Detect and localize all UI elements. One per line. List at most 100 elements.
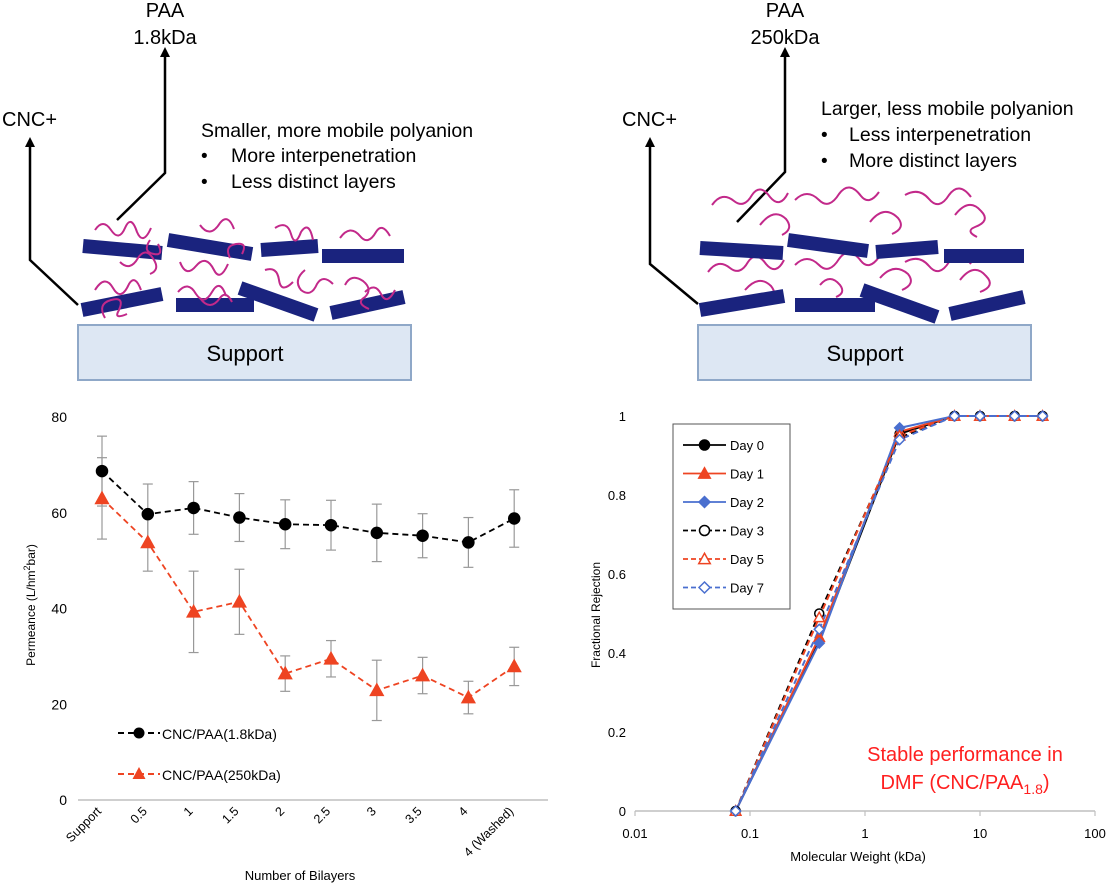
schematic-left-heading: Smaller, more mobile polyanion [201, 120, 473, 142]
schematic-left-paa-label: PAA [146, 0, 185, 22]
permeance-point-s2-9 [506, 658, 522, 673]
permeance-x-tick-3: 1.5 [219, 804, 241, 826]
rejection-legend-box [672, 423, 791, 610]
schematic-right-paa-label: PAA [766, 0, 805, 22]
rejection-x-tick-0: 0.01 [622, 826, 647, 841]
permeance-y-tick-1: 20 [51, 696, 67, 712]
rejection-x-tick-1: 0.1 [741, 826, 759, 841]
permeance-point-s1-4 [278, 517, 292, 531]
rejection-x-tick-2: 1 [861, 826, 868, 841]
permeance-point-s1-5 [324, 518, 338, 532]
rejection-x-tick-3: 10 [973, 826, 987, 841]
permeance-x-tick-8: 4 [456, 804, 471, 819]
schematic-left: PAA 1.8kDa CNC+ Smaller, more mobile pol… [2, 0, 473, 381]
permeance-point-s1-2 [187, 501, 200, 515]
permeance-point-s2-5 [323, 650, 339, 665]
paa-chains-right [707, 186, 991, 303]
legend-label-series-2: CNC/PAA(250kDa) [162, 767, 281, 783]
permeance-point-s1-9 [507, 512, 521, 525]
permeance-error-bars [97, 435, 520, 722]
cnc-arrow-line-right [645, 137, 699, 305]
permeance-x-tick-1: 0.5 [128, 804, 150, 826]
permeance-point-s1-3 [233, 511, 246, 524]
rejection-point-s6-4 [973, 409, 987, 423]
permeance-point-s2-3 [231, 593, 247, 608]
rejection-legend-marker-2 [697, 466, 712, 479]
rejection-y-tick-1: 0.2 [608, 725, 626, 740]
permeance-y-label: Permeance (L/hm2bar) [22, 544, 38, 666]
permeance-x-tick-7: 3.5 [403, 804, 425, 826]
rejection-point-s3-1 [813, 637, 826, 650]
rejection-x-ticks: 0.01 0.1 1 10 100 [622, 811, 1106, 841]
permeance-point-s1-1 [141, 507, 155, 521]
schematic-right-support [697, 324, 1032, 381]
paa-chains [94, 218, 396, 319]
schematic-left-mw-label: 1.8kDa [133, 27, 197, 49]
rejection-point-s5-1 [812, 610, 826, 623]
rejection-legend-marker-5 [697, 551, 712, 565]
schematic-left-bullet-1: More interpenetration [231, 145, 416, 167]
cnc-rods [80, 233, 406, 322]
permeance-point-s2-6 [369, 682, 385, 697]
permeance-y-tick-2: 40 [51, 601, 67, 617]
permeance-point-s1-6 [370, 526, 384, 540]
schematic-right-mw-label: 250kDa [751, 27, 821, 49]
rejection-legend-marker-3 [697, 495, 712, 509]
permeance-point-s2-1 [140, 534, 156, 549]
permeance-point-s2-4 [277, 665, 293, 680]
permeance-point-s2-2 [186, 603, 202, 618]
legend-label-series-1: CNC/PAA(1.8kDa) [162, 726, 277, 742]
rejection-legend-label-6: Day 7 [730, 581, 764, 596]
schematic-right-bullet-marker-2: • [821, 151, 828, 172]
rejection-point-s6-5 [1008, 409, 1021, 423]
rejection-point-s6-1 [813, 623, 826, 636]
permeance-x-tick-4: 2 [273, 804, 288, 819]
permeance-x-tick-9: 4 (Washed) [461, 804, 516, 859]
schematic-right-cnc-label: CNC+ [622, 109, 677, 131]
permeance-y-tick-0: 0 [59, 792, 67, 808]
rejection-legend-marker-6 [697, 580, 712, 595]
cnc-arrow-line [25, 137, 79, 306]
rejection-point-s6-6 [1036, 409, 1049, 423]
paa-arrow-line [116, 47, 170, 221]
schematic-left-bullet-marker-1: • [201, 146, 208, 167]
rejection-legend-marker-4 [698, 524, 711, 537]
permeance-y-tick-4: 80 [51, 409, 67, 425]
schematic-left-bullet-marker-2: • [201, 172, 208, 193]
permeance-point-s1-8 [462, 536, 475, 549]
permeance-chart: 0 20 40 60 80 Support 0.5 1 1.5 2 2.5 3 3.5 44 (Wash… [22, 409, 548, 883]
schematic-right: PAA 250kDa CNC+ Larger, less mobile poly… [622, 0, 1074, 381]
permeance-point-s2-7 [415, 667, 431, 682]
permeance-x-tick-2: 1 [181, 804, 196, 819]
permeance-x-ticks: Support 0.5 1 1.5 2 2.5 3 3.5 44 (Washed) [63, 804, 516, 860]
permeance-y-ticks: 0 20 40 60 80 [51, 409, 67, 808]
schematic-left-support [77, 324, 412, 381]
rejection-legend-label-2: Day 1 [730, 467, 764, 482]
schematic-left-support-label: Support [206, 341, 283, 366]
schematic-right-heading: Larger, less mobile polyanion [821, 98, 1074, 120]
permeance-legend: CNC/PAA(1.8kDa) CNC/PAA(250kDa) [118, 726, 281, 783]
rejection-legend: Day 0 Day 1 Day 2 Day 3 Day 5 Day 7 [683, 438, 764, 596]
cnc-rods-right [698, 233, 1026, 324]
schematic-right-bullet-1: Less interpenetration [849, 124, 1031, 146]
rejection-y-tick-5: 1 [619, 409, 626, 424]
rejection-y-label: Fractional Rejection [589, 562, 603, 668]
permeance-y-tick-3: 60 [51, 505, 67, 521]
rejection-annotation-line-1: Stable performance in [867, 744, 1063, 766]
rejection-legend-label-4: Day 3 [730, 524, 764, 539]
permeance-line-series-2 [101, 497, 515, 699]
rejection-markers [729, 409, 1050, 818]
permeance-x-label: Number of Bilayers [245, 868, 356, 883]
rejection-point-s6-3 [948, 409, 961, 423]
permeance-line-series-1 [101, 470, 515, 544]
rejection-legend-label-5: Day 5 [730, 552, 764, 567]
permeance-point-s2-8 [460, 689, 476, 704]
rejection-legend-label-3: Day 2 [730, 495, 764, 510]
rejection-y-tick-3: 0.6 [608, 567, 626, 582]
rejection-y-ticks: 0 0.2 0.4 0.6 0.8 1 [608, 409, 626, 819]
permeance-point-s1-7 [416, 529, 429, 542]
legend-marker-series-2 [132, 767, 146, 779]
rejection-x-tick-4: 100 [1084, 826, 1106, 841]
